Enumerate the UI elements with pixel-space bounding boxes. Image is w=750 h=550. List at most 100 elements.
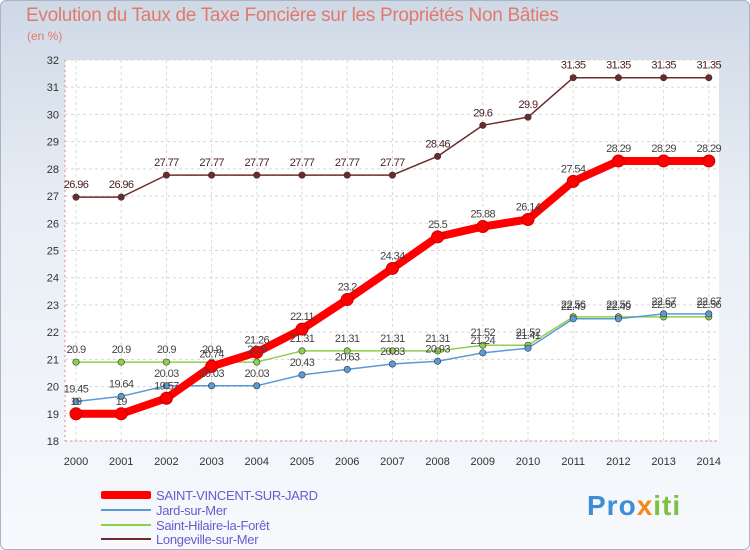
data-label: 20.63 (335, 351, 360, 363)
data-label: 20.93 (425, 343, 450, 355)
legend-label: Longeville-sur-Mer (156, 531, 259, 547)
x-tick-label: 2001 (109, 456, 133, 468)
logo-part: Pro (587, 490, 637, 521)
data-point (434, 347, 442, 355)
y-tick-label: 25 (47, 246, 59, 258)
data-label: 21.52 (516, 327, 541, 339)
data-label: 26.96 (109, 179, 134, 191)
y-tick-label: 18 (47, 436, 59, 448)
data-label: 26.14 (516, 201, 541, 213)
data-label: 22.56 (697, 299, 722, 311)
legend-swatch (101, 509, 151, 511)
data-point (117, 392, 125, 400)
data-label: 22.11 (290, 311, 314, 323)
data-point (521, 212, 535, 226)
data-point (524, 344, 532, 352)
legend-label: Saint-Hilaire-la-Forêt (156, 517, 270, 533)
legend-item: Longeville-sur-Mer (101, 531, 259, 547)
data-point (343, 347, 351, 355)
data-point (72, 398, 80, 406)
data-label: 27.77 (290, 157, 315, 169)
x-tick-label: 2007 (380, 456, 404, 468)
data-point (250, 345, 264, 359)
x-tick-label: 2002 (154, 456, 178, 468)
y-tick-label: 21 (47, 354, 59, 366)
x-tick-label: 2013 (651, 456, 675, 468)
data-label: 27.77 (154, 157, 179, 169)
data-label: 31.35 (697, 60, 722, 72)
data-label: 20.9 (247, 344, 266, 356)
data-label: 20.9 (112, 344, 131, 356)
y-tick-label: 29 (47, 137, 59, 149)
y-tick-label: 24 (47, 273, 59, 285)
y-tick-label: 30 (47, 109, 59, 121)
chart-subtitle: (en %) (27, 29, 63, 43)
data-point (388, 171, 396, 179)
data-point (431, 230, 445, 244)
data-label: 31.35 (606, 60, 631, 72)
data-point (253, 382, 261, 390)
x-tick-label: 2008 (425, 456, 449, 468)
data-label: 27.77 (380, 157, 405, 169)
chart-title: Evolution du Taux de Taxe Foncière sur l… (26, 5, 559, 26)
data-point (566, 174, 580, 188)
logo-part: iti (653, 490, 682, 521)
data-label: 20.03 (245, 368, 270, 380)
data-label: 22.67 (697, 296, 722, 308)
data-point (434, 152, 442, 160)
data-point (117, 193, 125, 201)
data-label: 19.45 (64, 384, 89, 396)
data-point (72, 358, 80, 366)
data-point (705, 74, 713, 82)
data-point (388, 347, 396, 355)
proxiti-logo: Proxiti (587, 490, 681, 522)
legend-swatch (101, 491, 151, 499)
data-point (162, 358, 170, 366)
data-point (660, 74, 668, 82)
y-tick-label: 31 (47, 82, 59, 94)
data-point (660, 310, 668, 318)
legend-label: Jard-sur-Mer (156, 502, 227, 518)
y-tick-label: 27 (47, 191, 59, 203)
data-label: 20.9 (157, 344, 176, 356)
y-tick-label: 32 (47, 55, 59, 67)
data-label: 25.5 (428, 219, 447, 231)
data-label: 22.56 (606, 299, 631, 311)
data-point (162, 382, 170, 390)
x-tick-label: 2009 (471, 456, 495, 468)
data-label: 25.88 (471, 209, 496, 221)
data-label: 19.64 (109, 378, 134, 390)
data-point (385, 261, 399, 275)
data-point (298, 171, 306, 179)
x-tick-label: 2012 (606, 456, 630, 468)
data-label: 19 (116, 396, 128, 408)
data-point (569, 74, 577, 82)
data-label: 20.83 (380, 346, 405, 358)
data-point (208, 171, 216, 179)
data-label: 21.24 (471, 335, 496, 347)
data-point (614, 74, 622, 82)
data-point (611, 154, 625, 168)
data-label: 20.43 (290, 357, 315, 369)
data-label: 26.96 (64, 179, 89, 191)
data-point (253, 171, 261, 179)
legend-item: Jard-sur-Mer (101, 502, 227, 518)
data-point (162, 171, 170, 179)
data-point (114, 407, 128, 421)
legend-swatch (101, 538, 151, 540)
legend-swatch (101, 524, 151, 526)
data-point (343, 365, 351, 373)
data-label: 20.9 (202, 344, 221, 356)
data-label: 21.31 (380, 333, 405, 345)
data-label: 28.46 (425, 138, 450, 150)
data-point (657, 154, 671, 168)
data-label: 27.54 (561, 163, 586, 175)
data-label: 31.35 (651, 60, 676, 72)
data-label: 20.03 (154, 368, 179, 380)
y-tick-label: 28 (47, 164, 59, 176)
data-label: 31.35 (561, 60, 586, 72)
legend-item: Saint-Hilaire-la-Forêt (101, 517, 270, 533)
data-point (524, 113, 532, 121)
